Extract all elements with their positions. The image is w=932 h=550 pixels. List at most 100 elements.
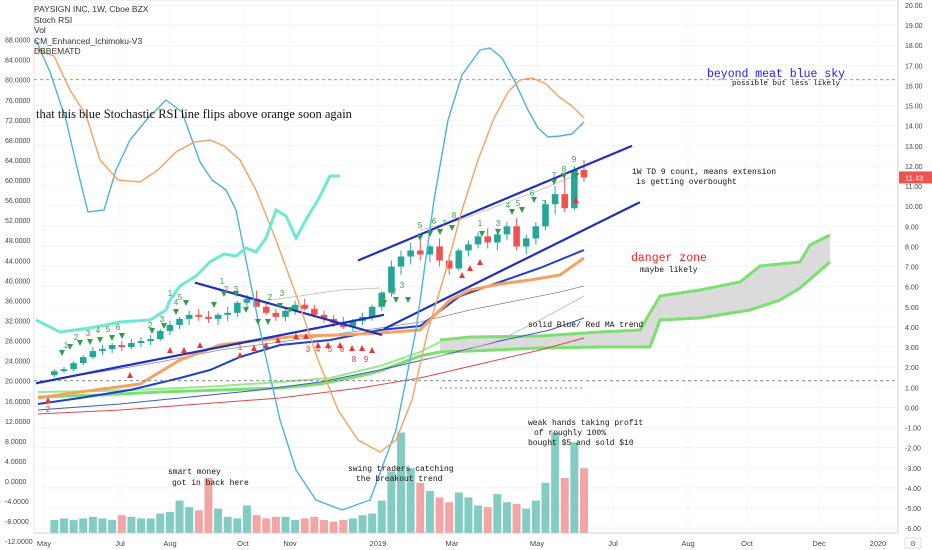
candle-body [311, 308, 318, 315]
td-sell-arrow [77, 340, 83, 346]
td-buy-arrow [349, 345, 355, 351]
volume-bar [397, 432, 406, 533]
volume-bar [512, 503, 521, 533]
td-count-down: 2 [46, 405, 51, 414]
td-count-up: 2 [268, 293, 273, 302]
volume-bar [117, 515, 126, 533]
volume-bar [445, 502, 454, 533]
right-tick-label: 13.00 [905, 144, 923, 151]
ma-red [37, 337, 585, 415]
td-count-up: 7 [542, 199, 547, 208]
indicator-stoch-rsi[interactable]: Stoch RSI [34, 14, 73, 25]
td-sell-arrow [255, 319, 261, 325]
left-tick-label: 76.0000 [5, 98, 30, 105]
td-sell-arrow [97, 337, 103, 343]
x-tick-label: Aug [163, 539, 176, 548]
td-sell-arrow [67, 344, 73, 350]
annotation-smart-2: got in back here [172, 479, 249, 488]
candle-body [60, 369, 68, 372]
td-sell-arrow [551, 179, 557, 185]
td-sell-arrow [87, 339, 93, 345]
ma-gray [37, 285, 585, 383]
right-tick-label: 10.00 [905, 204, 923, 211]
cloud-history-line-2 [37, 341, 441, 393]
left-tick-label: 72.0000 [5, 118, 30, 125]
bb-lower [419, 295, 585, 361]
volume-bar [252, 515, 261, 533]
candle-body [79, 357, 87, 364]
volume-bar [214, 508, 223, 533]
annotation-weak-2: of roughly 100% [534, 429, 606, 438]
annotation-td-1: 1W TD 9 count, means extension [632, 168, 776, 177]
volume-bar [137, 518, 146, 533]
td-count-up: 1 [168, 289, 173, 298]
td-count-up: 3 [234, 285, 239, 294]
left-tick-label: 8.0000 [5, 439, 27, 446]
candle-body [128, 343, 135, 348]
indicator-dbbematd[interactable]: DBBEMATD [34, 46, 81, 57]
x-tick-label: 2020 [870, 539, 887, 548]
volume-bar [79, 518, 88, 533]
right-tick-label: -1.00 [905, 426, 921, 433]
left-tick-label: 40.0000 [5, 278, 30, 285]
x-tick-label: Dec [812, 539, 826, 548]
td-sell-arrow [161, 323, 167, 329]
candle-body [494, 234, 501, 243]
annotation-weak-3: bought $5 and sold $10 [528, 439, 634, 448]
channel-upper [357, 144, 633, 262]
x-tick-label: Aug [681, 539, 694, 548]
cloud-history-line [37, 350, 441, 399]
volume-bar [223, 516, 232, 533]
td-sell-arrow [233, 291, 239, 297]
volume-bar [531, 500, 540, 533]
td-count-up: 4 [174, 298, 179, 307]
right-tick-label: 19.00 [905, 23, 923, 30]
td-count-up: 4 [96, 326, 101, 335]
indicator-vol[interactable]: Vol [34, 25, 46, 36]
td-buy-arrow [315, 342, 321, 348]
td-count-down: 1 [238, 343, 243, 352]
right-tick-label: 4.00 [905, 325, 919, 332]
trendline-support [35, 313, 385, 385]
right-tick-label: 5.00 [905, 305, 919, 312]
volume-bar [300, 518, 309, 533]
candle-body [436, 246, 443, 261]
volume-bar [310, 516, 319, 533]
volume-bar [474, 505, 483, 533]
volume-bar [59, 518, 68, 533]
candle-body [542, 204, 549, 227]
indicator-ichimoku[interactable]: CM_Enhanced_Ichimoku-V3 [34, 35, 143, 46]
td-count-up: 2 [392, 287, 397, 296]
volume-bar [416, 482, 425, 533]
td-buy-arrow [325, 342, 331, 348]
volume-bar [406, 468, 415, 533]
td-sell-arrow [59, 350, 65, 356]
left-tick-label: 80.0000 [5, 78, 30, 85]
candle-body [176, 318, 183, 325]
td-sell-arrow [495, 229, 501, 235]
candle-body [166, 324, 174, 331]
volume-bar [425, 490, 434, 533]
volume-bar [242, 505, 251, 533]
candle-body [185, 314, 193, 319]
candle-body [368, 306, 376, 317]
right-axis: 20.00 19.00 18.00 17.00 16.00 15.00 14.00 13.00… [897, 0, 932, 533]
td-buy-arrow [181, 347, 187, 353]
candle-body [474, 236, 482, 245]
td-buy-arrow [337, 342, 343, 348]
td-sell-arrow [173, 309, 179, 315]
td-buy-arrow [303, 333, 309, 339]
candle-body [224, 312, 231, 315]
left-tick-label: 32.0000 [5, 318, 30, 325]
stoch-k-line [35, 39, 585, 511]
right-tick-label: 11.00 [905, 184, 922, 191]
td-sell-arrow [221, 291, 227, 297]
annotation-swing-2: the breakout trend [356, 475, 443, 484]
td-sell-arrow [109, 335, 115, 341]
symbol-title[interactable]: PAYSIGN INC, 1W, Cboe BZX [34, 4, 149, 14]
candle-body [513, 226, 520, 247]
left-tick-label: 28.0000 [5, 339, 30, 346]
volume-bar [541, 482, 550, 533]
td-sell-arrow [519, 207, 525, 213]
